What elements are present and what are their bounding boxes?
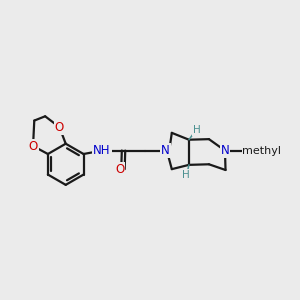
Text: O: O: [28, 140, 38, 152]
Text: O: O: [55, 121, 64, 134]
Text: N: N: [161, 144, 170, 157]
Text: H: H: [182, 170, 189, 180]
Text: NH: NH: [93, 144, 111, 157]
Text: H: H: [193, 125, 200, 135]
Text: methyl: methyl: [242, 146, 281, 156]
Text: N: N: [220, 144, 229, 157]
Text: O: O: [115, 163, 124, 176]
